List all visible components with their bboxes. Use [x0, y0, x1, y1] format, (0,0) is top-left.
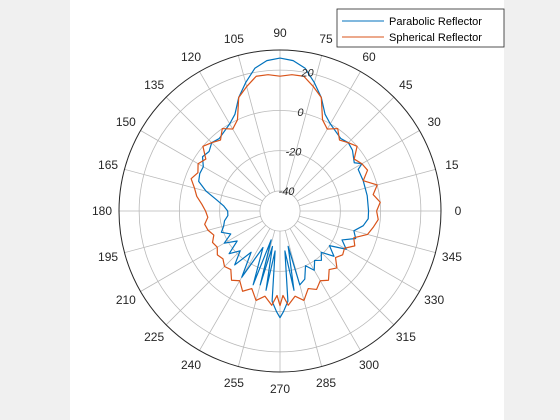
theta-gridline: [199, 228, 271, 351]
r-gridline: [178, 109, 382, 313]
theta-gridline: [165, 96, 267, 198]
theta-gridline: [237, 230, 276, 367]
theta-tick-label: 165: [98, 158, 118, 172]
theta-gridline: [140, 220, 263, 292]
r-tick-label: 20: [300, 67, 314, 79]
polar-boundary: [118, 49, 442, 373]
theta-gridline: [165, 224, 267, 326]
theta-gridline: [297, 130, 420, 202]
r-tick-label: -40: [279, 186, 296, 198]
r-gridline: [219, 150, 341, 272]
legend-label-spherical: Spherical Reflector: [389, 32, 482, 44]
r-gridline: [259, 190, 301, 232]
theta-gridline: [284, 55, 323, 192]
theta-tick-label: 180: [92, 204, 112, 218]
theta-gridline: [299, 168, 436, 207]
legend-label-parabolic: Parabolic Reflector: [389, 16, 482, 28]
theta-gridline: [124, 168, 261, 207]
theta-tick-label: 285: [316, 376, 336, 390]
theta-gridline: [199, 71, 271, 194]
theta-gridline: [124, 215, 261, 254]
theta-gridline: [289, 228, 361, 351]
theta-tick-label: 345: [442, 250, 462, 264]
theta-gridline: [140, 130, 263, 202]
polar-grid: [118, 49, 442, 373]
theta-tick-label: 195: [98, 250, 118, 264]
series-layer: [190, 57, 381, 319]
theta-tick-label: 135: [144, 78, 164, 92]
theta-tick-label: 210: [116, 293, 136, 307]
theta-tick-label: 75: [319, 32, 333, 46]
theta-gridline: [293, 96, 395, 198]
theta-tick-label: 300: [359, 358, 379, 372]
theta-tick-label: 270: [270, 382, 290, 396]
theta-tick-label: 120: [181, 50, 201, 64]
theta-gridline: [289, 71, 361, 194]
r-tick-label: -20: [286, 147, 303, 159]
legend-box: [336, 8, 505, 48]
theta-tick-label: 15: [445, 158, 459, 172]
theta-gridline: [297, 220, 420, 292]
theta-tick-label: 30: [427, 115, 441, 129]
theta-tick-label: 330: [424, 293, 444, 307]
theta-tick-label: 150: [116, 115, 136, 129]
theta-tick-label: 315: [396, 330, 416, 344]
theta-tick-label: 255: [224, 376, 244, 390]
series-line-spherical: [190, 74, 381, 307]
theta-gridline: [293, 224, 395, 326]
theta-tick-label: 90: [273, 26, 287, 40]
theta-tick-label: 45: [399, 78, 413, 92]
tick-labels: 0 15 30 45 60 75 90 105 120 135 150 165 180 195 210 225…: [92, 26, 462, 396]
r-gridline: [138, 69, 422, 353]
theta-tick-label: 225: [144, 330, 164, 344]
theta-tick-label: 240: [181, 358, 201, 372]
theta-gridline: [284, 230, 323, 367]
theta-tick-label: 60: [362, 50, 376, 64]
series-line-parabolic: [198, 57, 370, 319]
theta-tick-label: 0: [455, 204, 462, 218]
theta-tick-label: 105: [224, 32, 244, 46]
r-tick-label: 0: [297, 107, 304, 119]
theta-gridline: [237, 55, 276, 192]
legend[interactable]: Parabolic Reflector Spherical Reflector: [336, 8, 505, 48]
